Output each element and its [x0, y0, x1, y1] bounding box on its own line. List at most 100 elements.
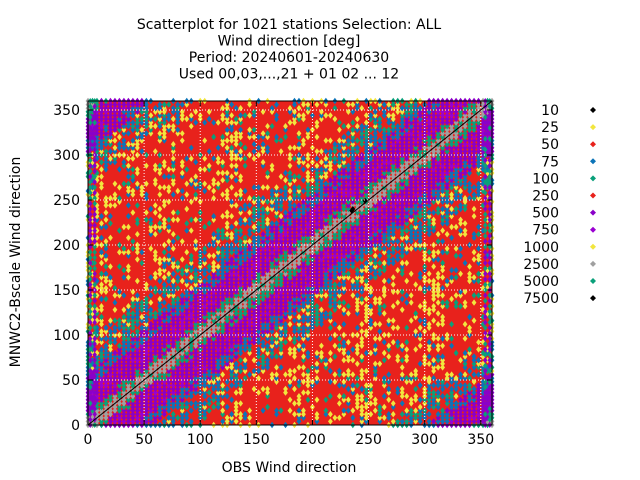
scatter-point [336, 213, 342, 220]
scatter-point [220, 321, 226, 328]
scatter-point [359, 256, 365, 263]
scatter-point [354, 202, 360, 209]
scatter-point [310, 184, 315, 191]
scatter-point [404, 209, 410, 216]
scatter-point [426, 385, 432, 393]
scatter-point [399, 187, 405, 195]
scatter-point [103, 115, 109, 123]
scatter-point [139, 403, 145, 411]
scatter-point [224, 256, 230, 263]
scatter-point [381, 133, 387, 141]
scatter-point [94, 115, 100, 123]
scatter-point [354, 245, 360, 252]
scatter-point [296, 321, 302, 328]
scatter-point [220, 295, 226, 303]
scatter-point [148, 357, 154, 364]
scatter-point [449, 403, 454, 411]
scatter-point [319, 357, 324, 364]
scatter-point [404, 133, 410, 141]
scatter-point [179, 403, 185, 411]
scatter-point [274, 411, 279, 418]
scatter-point [193, 367, 199, 375]
scatter-point [283, 252, 288, 259]
scatter-point [220, 353, 226, 360]
scatter-point [103, 349, 109, 357]
scatter-point [440, 259, 446, 267]
scatter-point [175, 306, 181, 313]
scatter-point [134, 393, 140, 400]
scatter-point [157, 166, 163, 173]
scatter-point [363, 328, 369, 335]
scatter-point [265, 249, 270, 256]
scatter-point [319, 191, 324, 198]
scatter-point [148, 285, 154, 292]
scatter-point [476, 245, 481, 252]
scatter-point [381, 205, 387, 213]
scatter-point [260, 209, 266, 216]
scatter-point [256, 349, 261, 357]
scatter-point [287, 321, 293, 328]
scatter-point [417, 123, 423, 130]
scatter-point [422, 123, 428, 130]
scatter-point [296, 141, 302, 148]
scatter-point [193, 241, 199, 249]
scatter-point [126, 234, 131, 241]
scatter-point [417, 119, 423, 126]
scatter-point [480, 112, 486, 119]
scatter-point [319, 295, 324, 303]
scatter-point [229, 346, 235, 353]
scatter-point [449, 267, 454, 274]
scatter-point [462, 151, 468, 159]
scatter-point [108, 213, 113, 220]
scatter-point [103, 389, 109, 396]
scatter-point [458, 400, 463, 407]
scatter-point [310, 324, 315, 331]
scatter-point [440, 112, 446, 119]
scatter-point [108, 389, 113, 396]
scatter-point [435, 270, 441, 277]
scatter-point [449, 155, 454, 162]
scatter-point [323, 195, 329, 202]
scatter-point [166, 123, 172, 130]
scatter-point [426, 133, 432, 141]
scatter-point [422, 360, 428, 367]
scatter-point [229, 267, 235, 274]
scatter-point [242, 411, 248, 418]
scatter-point [274, 245, 279, 252]
scatter-point [242, 281, 248, 288]
scatter-point [292, 195, 297, 202]
scatter-point [426, 306, 432, 313]
scatter-point [265, 281, 270, 288]
scatter-point [431, 209, 437, 216]
scatter-point [350, 137, 356, 144]
scatter-point [251, 310, 257, 317]
scatter-point [99, 223, 104, 231]
scatter-point [121, 162, 127, 169]
scatter-point [467, 119, 472, 126]
scatter-point [426, 342, 432, 349]
scatter-point [372, 115, 378, 123]
scatter-point [90, 346, 95, 353]
scatter-point [359, 238, 365, 245]
scatter-point [453, 209, 459, 216]
scatter-point [408, 234, 414, 241]
scatter-point [143, 317, 149, 324]
scatter-point [458, 245, 463, 252]
scatter-point [431, 364, 437, 371]
scatter-point [345, 148, 351, 155]
scatter-point [215, 346, 221, 353]
scatter-point [238, 411, 244, 418]
scatter-point [328, 245, 333, 252]
scatter-point [328, 151, 333, 159]
scatter-point [440, 411, 446, 418]
scatter-point [453, 400, 459, 407]
scatter-point [179, 108, 185, 115]
scatter-point [188, 180, 194, 187]
scatter-point [485, 364, 490, 371]
scatter-point [363, 389, 369, 396]
scatter-point [233, 252, 239, 259]
scatter-point [292, 349, 297, 357]
scatter-point [341, 411, 347, 418]
scatter-point [413, 180, 419, 187]
scatter-point [108, 385, 113, 393]
